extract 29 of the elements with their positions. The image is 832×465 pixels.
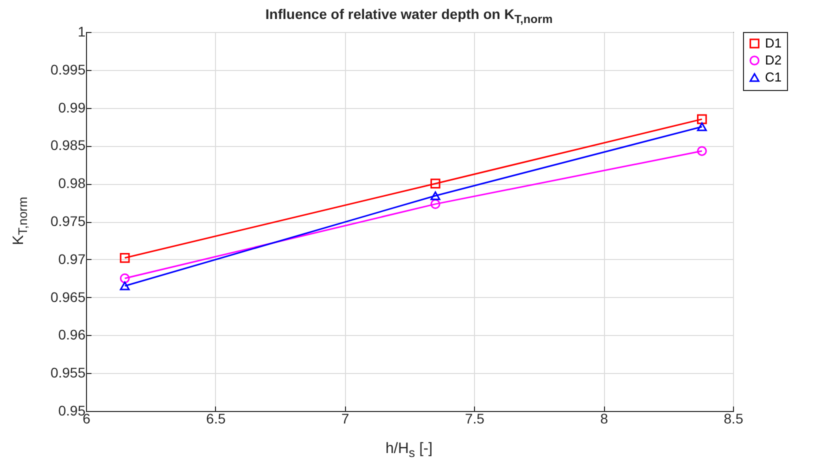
y-tick-label: 0.975 [50, 213, 86, 229]
y-tick-label: 0.96 [58, 326, 86, 343]
y-tick-label: 0.965 [50, 288, 86, 305]
y-tick-label: 0.985 [50, 137, 86, 154]
point [120, 282, 130, 290]
y-tick-label: 0.98 [58, 175, 86, 192]
point [430, 191, 440, 200]
legend-label: D1 [765, 36, 782, 50]
point [697, 146, 707, 156]
y-tick-label: 0.995 [50, 61, 86, 78]
y-tick-label: 0.955 [50, 364, 86, 381]
x-tick-label: 8.5 [724, 410, 744, 426]
x-axis-title: h/H$_{s}$ [-] [385, 440, 433, 460]
y-tick-label: 1 [78, 24, 86, 40]
x-tick-label: 7 [341, 410, 350, 426]
x-tick-label: 6.5 [206, 410, 226, 426]
point [697, 122, 707, 132]
point [430, 178, 440, 189]
legend-label: C1 [765, 70, 782, 84]
point [697, 114, 707, 124]
x-tick-label: 7.5 [464, 410, 485, 426]
point [120, 252, 130, 263]
point [430, 199, 440, 209]
point [120, 273, 130, 284]
x-tick-label: 8 [600, 410, 608, 426]
chart-title: Influence of relative water depth on K$_{T,norm}$ [265, 6, 553, 26]
y-tick-label: 0.97 [58, 250, 86, 267]
legend-label: D2 [765, 52, 782, 68]
y-tick-label: 0.99 [58, 99, 86, 116]
